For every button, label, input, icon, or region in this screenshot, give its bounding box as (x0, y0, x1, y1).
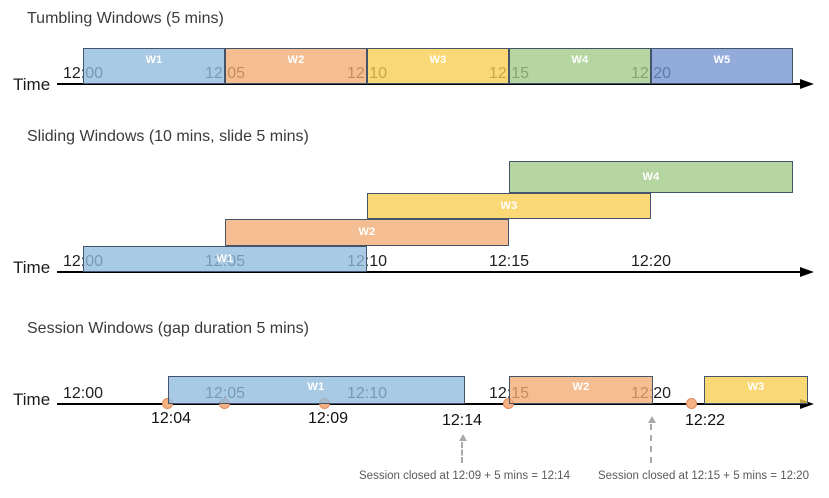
sliding-window-w1-bar (83, 246, 367, 272)
session-section-title: Session Windows (gap duration 5 mins) (27, 320, 309, 337)
bar-fill (652, 49, 792, 83)
dashed-callout-line (461, 442, 463, 463)
bar-fill (368, 49, 508, 83)
tumbling-window-w2-bar (225, 48, 367, 84)
session-closed-annotation-2: Session closed at 12:15 + 5 mins = 12:20 (598, 470, 809, 482)
bar-fill (510, 49, 650, 83)
tumbling-window-w4-label: W4 (571, 54, 589, 66)
tumbling-time-axis (57, 83, 802, 85)
session-window-w3-bar (704, 376, 808, 404)
sliding-window-w4-bar (509, 161, 793, 193)
tumbling-window-w3-bar (367, 48, 509, 84)
bar-fill (510, 162, 792, 192)
sliding-tick-1215: 12:15 (488, 253, 530, 270)
arrow-right-icon (800, 267, 814, 277)
tumbling-window-w5-bar (651, 48, 793, 84)
event-time-label-1209: 12:09 (307, 410, 349, 427)
sliding-window-w1-label: W1 (216, 253, 234, 265)
session-window-w1-label: W1 (307, 381, 325, 393)
bar-fill (226, 220, 508, 245)
bar-fill (368, 194, 650, 218)
sliding-time-axis (57, 271, 802, 273)
session-window-w3-label: W3 (747, 381, 765, 393)
bar-fill (705, 377, 807, 403)
event-dot (686, 398, 697, 409)
arrow-up-icon (459, 434, 467, 441)
tumbling-window-w5-label: W5 (713, 54, 731, 66)
session-window-w2-bar (509, 376, 653, 404)
session-window-w2-label: W2 (572, 381, 590, 393)
sliding-time-axis-label: Time (13, 258, 51, 277)
tumbling-window-w4-bar (509, 48, 651, 84)
session-tick-1200: 12:00 (62, 385, 104, 402)
sliding-window-w2-label: W2 (358, 226, 376, 238)
session-time-axis (57, 403, 802, 405)
session-closed-annotation-1: Session closed at 12:09 + 5 mins = 12:14 (359, 470, 570, 482)
sliding-tick-1220: 12:20 (630, 253, 672, 270)
event-time-label-1204: 12:04 (150, 410, 192, 427)
session-time-axis-label: Time (13, 390, 51, 409)
bar-fill (226, 49, 366, 83)
tumbling-window-w3-label: W3 (429, 54, 447, 66)
arrow-up-icon (648, 416, 656, 423)
sliding-window-w3-label: W3 (500, 200, 518, 212)
bar-fill (169, 377, 464, 403)
event-time-label-1214: 12:14 (441, 412, 483, 429)
sliding-window-w3-bar (367, 193, 651, 219)
arrow-right-icon (800, 399, 814, 409)
sliding-window-w4-label: W4 (642, 171, 660, 183)
bar-fill (84, 247, 366, 271)
sliding-section-title: Sliding Windows (10 mins, slide 5 mins) (27, 128, 309, 145)
tumbling-window-w1-bar (83, 48, 225, 84)
bar-fill (84, 49, 224, 83)
bar-fill (510, 377, 652, 403)
tumbling-section-title: Tumbling Windows (5 mins) (27, 10, 224, 27)
sliding-window-w2-bar (225, 219, 509, 246)
tumbling-window-w2-label: W2 (287, 54, 305, 66)
tumbling-window-w1-label: W1 (145, 54, 163, 66)
tumbling-time-axis-label: Time (13, 75, 51, 94)
event-time-label-1222: 12:22 (684, 412, 726, 429)
session-window-w1-bar (168, 376, 465, 404)
dashed-callout-line (650, 424, 652, 463)
arrow-right-icon (800, 79, 814, 89)
